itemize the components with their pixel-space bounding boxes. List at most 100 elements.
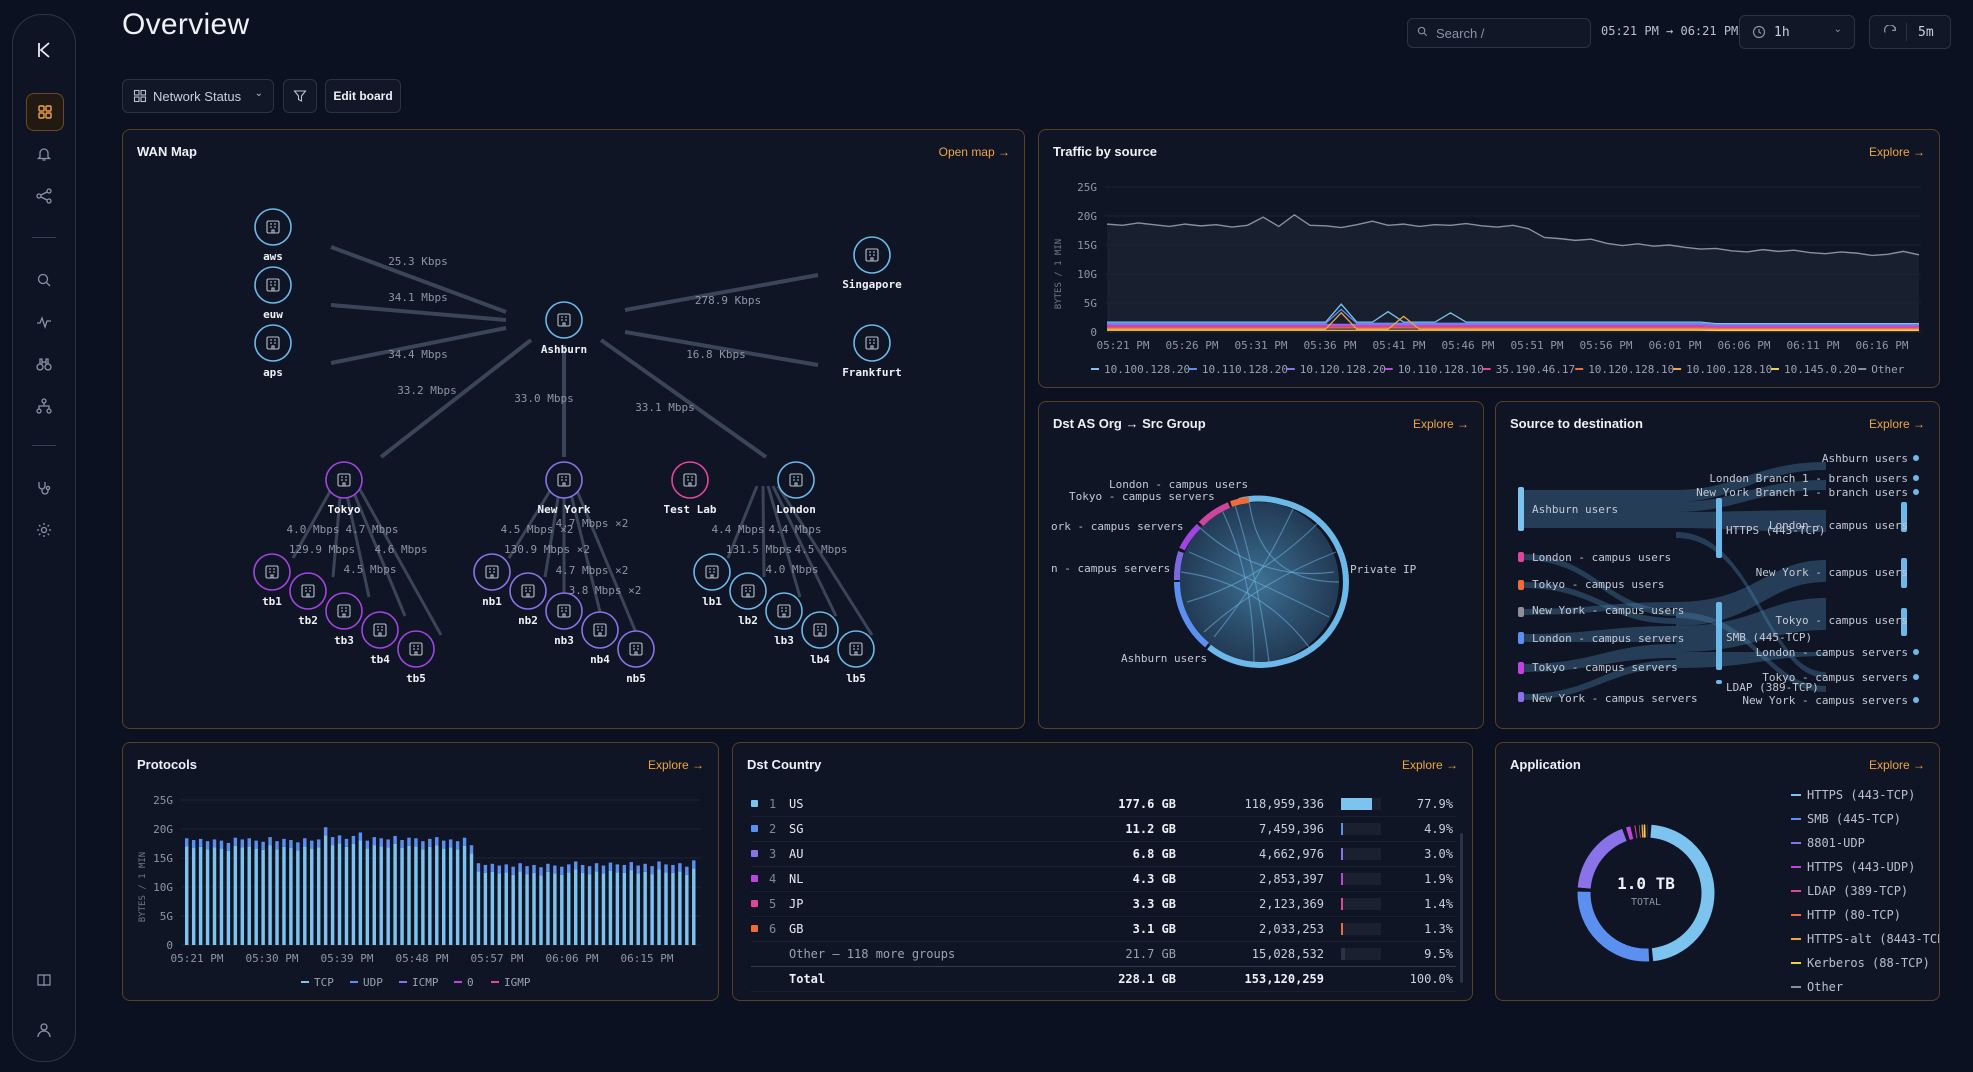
bar-tcp (275, 849, 279, 945)
sankey-target-label: London - campus servers (1756, 646, 1908, 659)
legend-item[interactable]: 10.110.128.20 (1188, 363, 1288, 376)
explore-link[interactable]: Explore → (1412, 417, 1469, 431)
country-code: SG (789, 822, 804, 836)
table-row[interactable]: 5 JP 3.3 GB 2,123,369 1.4% (751, 891, 1456, 917)
legend-item[interactable]: TCP (301, 976, 334, 989)
table-row[interactable]: 6 GB 3.1 GB 2,033,253 1.3% (751, 916, 1456, 942)
legend-item[interactable]: 10.145.0.20 (1771, 363, 1857, 376)
legend-item[interactable]: 0 (454, 976, 474, 989)
wan-node-tb4[interactable]: tb4 (361, 611, 399, 666)
legend-item[interactable]: Other (1791, 980, 1843, 994)
sankey-source-label: New York - campus servers (1532, 692, 1698, 705)
wan-node-label: tb3 (334, 634, 354, 647)
legend-item[interactable]: HTTPS-alt (8443-TCP) (1791, 932, 1939, 946)
user-icon[interactable] (31, 1017, 57, 1043)
filter-button[interactable] (283, 79, 317, 113)
k-logo-icon[interactable] (31, 37, 57, 63)
donut-slice[interactable] (1650, 824, 1715, 962)
search-input[interactable] (1434, 24, 1578, 42)
book-icon[interactable] (31, 967, 57, 993)
legend-item[interactable]: HTTPS (443-TCP) (1791, 788, 1915, 802)
donut-slice[interactable] (1625, 826, 1634, 840)
wan-node-tokyo[interactable]: Tokyo (325, 461, 363, 516)
wan-node-testlab[interactable]: Test Lab (664, 461, 717, 516)
wan-node-euw[interactable]: euw (254, 266, 292, 321)
legend-item[interactable]: 10.120.128.10 (1575, 363, 1674, 376)
stethoscope-icon[interactable] (31, 475, 57, 501)
wan-node-tb3[interactable]: tb3 (325, 592, 363, 647)
wan-node-nb1[interactable]: nb1 (473, 553, 511, 608)
table-total-row[interactable]: Total 228.1 GB 153,120,259 100.0% (751, 966, 1456, 992)
wan-node-tb2[interactable]: tb2 (289, 572, 327, 627)
legend-item[interactable]: HTTP (80-TCP) (1791, 908, 1901, 922)
gear-icon[interactable] (31, 517, 57, 543)
wan-node-lb4[interactable]: lb4 (801, 611, 839, 666)
search-icon[interactable] (31, 267, 57, 293)
bar-udp (518, 863, 522, 872)
wan-node-nb2[interactable]: nb2 (509, 572, 547, 627)
legend-item[interactable]: Kerberos (88-TCP) (1791, 956, 1930, 970)
wan-node-ashburn[interactable]: Ashburn (541, 301, 587, 356)
donut-slice[interactable] (1577, 828, 1627, 889)
legend-item[interactable]: ICMP (399, 976, 439, 989)
bell-icon[interactable] (31, 141, 57, 167)
activity-icon[interactable] (31, 309, 57, 335)
donut-slice[interactable] (1577, 891, 1650, 962)
refresh-select[interactable]: 5m (1869, 15, 1951, 49)
wan-node-lb1[interactable]: lb1 (693, 553, 731, 608)
wan-node-nb5[interactable]: nb5 (617, 630, 655, 685)
scrollbar[interactable] (1460, 833, 1463, 983)
hierarchy-icon[interactable] (31, 393, 57, 419)
grid-icon[interactable] (26, 93, 64, 131)
legend-item[interactable]: 8801-UDP (1791, 836, 1865, 850)
legend-item[interactable]: 10.100.128.10 (1673, 363, 1772, 376)
x-tick-label: 05:21 PM (171, 952, 224, 965)
wan-node-lb2[interactable]: lb2 (729, 572, 767, 627)
board-select[interactable]: Network Status ⌄ (122, 79, 274, 113)
legend-item[interactable]: UDP (350, 976, 383, 989)
legend-label: HTTPS-alt (8443-TCP) (1807, 932, 1939, 946)
explore-link[interactable]: Explore → (1868, 758, 1925, 772)
table-row[interactable]: 1 US 177.6 GB 118,959,336 77.9% (751, 791, 1456, 817)
legend-item[interactable]: SMB (445-TCP) (1791, 812, 1901, 826)
wan-node-label: lb5 (846, 672, 866, 685)
table-row[interactable]: 4 NL 4.3 GB 2,853,397 1.9% (751, 866, 1456, 892)
interval-select[interactable]: 1h ⌄ (1739, 15, 1855, 49)
share-icon[interactable] (31, 183, 57, 209)
explore-link[interactable]: Explore → (1868, 417, 1925, 431)
x-tick-label: 05:48 PM (396, 952, 449, 965)
table-row[interactable]: 3 AU 6.8 GB 4,662,976 3.0% (751, 841, 1456, 867)
binoculars-icon[interactable] (31, 351, 57, 377)
legend-item[interactable]: 35.190.46.17 (1482, 363, 1575, 376)
edit-board-button[interactable]: Edit board (325, 79, 401, 113)
bar-tcp (455, 849, 460, 945)
explore-link[interactable]: Explore → (1401, 758, 1458, 772)
legend-item[interactable]: 10.110.128.10 (1384, 363, 1484, 376)
bar-udp (608, 862, 613, 871)
wan-node-aps[interactable]: aps (254, 324, 292, 379)
search-box[interactable] (1407, 18, 1591, 48)
wan-node-tb5[interactable]: tb5 (397, 630, 435, 685)
wan-node-tb1[interactable]: tb1 (253, 553, 291, 608)
wan-node-lb5[interactable]: lb5 (837, 630, 875, 685)
wan-node-nb3[interactable]: nb3 (545, 592, 583, 647)
wan-node-frankfurt[interactable]: Frankfurt (842, 324, 902, 379)
table-row[interactable]: 2 SG 11.2 GB 7,459,396 4.9% (751, 816, 1456, 842)
wan-node-nb4[interactable]: nb4 (581, 611, 619, 666)
legend-item[interactable]: HTTPS (443-UDP) (1791, 860, 1915, 874)
wan-node-singapore[interactable]: Singapore (842, 236, 902, 291)
explore-link[interactable]: Explore → (1868, 145, 1925, 159)
legend-item[interactable]: LDAP (389-TCP) (1791, 884, 1908, 898)
legend-item[interactable]: IGMP (491, 976, 531, 989)
wan-node-newyork[interactable]: New York (538, 461, 591, 516)
explore-link[interactable]: Explore → (647, 758, 704, 772)
open-map-link[interactable]: Open map → (938, 145, 1010, 159)
legend-item[interactable]: 10.100.128.20 (1091, 363, 1190, 376)
legend-item[interactable]: Other (1858, 363, 1905, 376)
table-row[interactable]: Other — 118 more groups 21.7 GB 15,028,532… (751, 941, 1456, 967)
application-panel: Application Explore → 1.0 TB TOTAL HTTPS… (1495, 742, 1940, 1001)
wan-node-london[interactable]: London (776, 461, 816, 516)
wan-node-lb3[interactable]: lb3 (765, 592, 803, 647)
wan-node-aws[interactable]: aws (254, 208, 292, 263)
legend-item[interactable]: 10.120.128.20 (1286, 363, 1386, 376)
